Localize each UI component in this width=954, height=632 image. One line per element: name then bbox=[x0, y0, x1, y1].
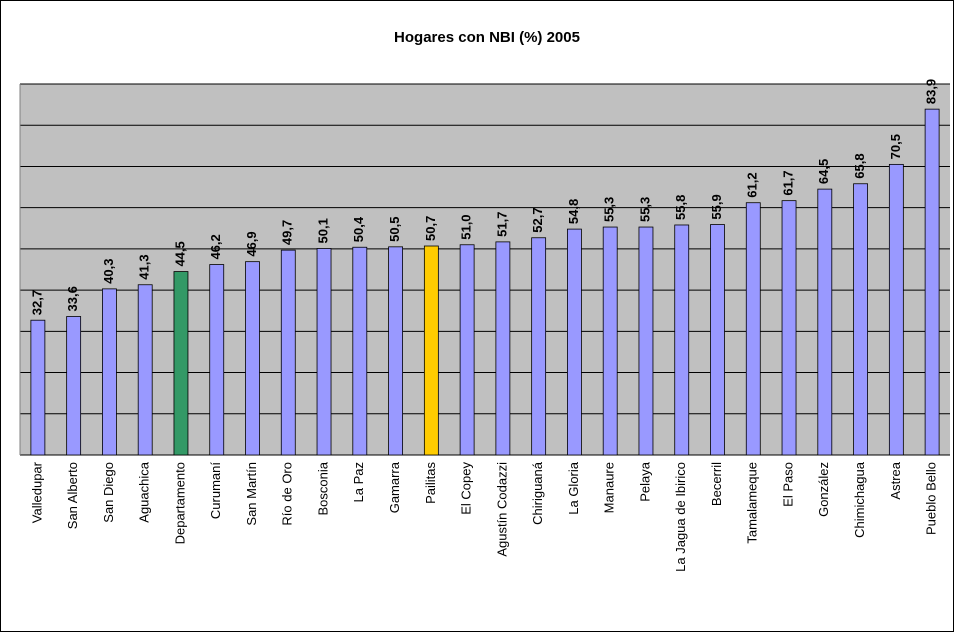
bar bbox=[638, 226, 654, 456]
bar bbox=[745, 202, 761, 456]
data-label: 51,7 bbox=[494, 212, 509, 237]
x-tick-label: Aguachica bbox=[137, 461, 152, 522]
bar bbox=[853, 183, 868, 456]
data-label: 52,7 bbox=[530, 207, 545, 232]
x-tick-label: El Copey bbox=[459, 462, 474, 515]
data-label: 61,7 bbox=[780, 170, 795, 195]
x-tick-label: Chimichagua bbox=[852, 461, 867, 538]
data-label: 49,7 bbox=[280, 220, 295, 245]
bar bbox=[567, 228, 582, 456]
x-tick-label: El Paso bbox=[780, 462, 795, 507]
data-label: 33,6 bbox=[65, 286, 80, 311]
bar bbox=[30, 319, 46, 456]
bar bbox=[888, 163, 904, 456]
data-label: 55,8 bbox=[673, 195, 688, 220]
data-label: 65,8 bbox=[852, 153, 867, 178]
x-tick-label: La Jagua de Ibirico bbox=[673, 462, 688, 572]
x-tick-label: Agustín Codazzi bbox=[494, 462, 509, 557]
data-label: 50,7 bbox=[423, 216, 438, 241]
x-tick-label: Curumaní bbox=[208, 462, 223, 519]
bar bbox=[209, 264, 225, 456]
x-tick-label: Bosconia bbox=[315, 461, 330, 515]
data-label: 55,9 bbox=[709, 194, 724, 219]
data-label: 54,8 bbox=[566, 199, 581, 224]
bar bbox=[817, 188, 833, 456]
x-tick-label: Manaure bbox=[602, 462, 617, 513]
x-tick-label: Río de Oro bbox=[280, 462, 295, 526]
data-label: 83,9 bbox=[924, 79, 939, 104]
bar bbox=[66, 316, 82, 456]
x-tick-label: Gamarra bbox=[387, 461, 402, 513]
x-tick-label: Astrea bbox=[888, 461, 903, 499]
bar bbox=[316, 248, 332, 456]
data-label: 64,5 bbox=[816, 159, 831, 184]
bar bbox=[280, 249, 296, 456]
x-tick-label: Departamento bbox=[172, 462, 187, 544]
bar bbox=[674, 224, 690, 456]
x-tick-label: Tamalameque bbox=[745, 462, 760, 544]
data-label: 40,3 bbox=[101, 259, 116, 284]
data-label: 44,5 bbox=[172, 241, 187, 266]
data-label: 50,4 bbox=[351, 216, 366, 242]
chart-title: Hogares con NBI (%) 2005 bbox=[394, 29, 580, 46]
x-tick-label: Chiriguaná bbox=[530, 461, 545, 525]
x-tick-label: Becerril bbox=[709, 462, 724, 506]
bar bbox=[710, 224, 725, 456]
x-tick-label: La Gloria bbox=[566, 461, 581, 515]
plot-area bbox=[20, 84, 950, 455]
bar bbox=[459, 244, 475, 456]
bar bbox=[531, 237, 547, 456]
data-label: 61,2 bbox=[745, 172, 760, 197]
data-label: 51,0 bbox=[459, 214, 474, 239]
data-label: 55,3 bbox=[637, 197, 652, 222]
bar bbox=[423, 245, 439, 456]
bar bbox=[924, 108, 940, 456]
x-tick-label: Pelaya bbox=[637, 461, 652, 502]
data-label: 41,3 bbox=[137, 254, 152, 279]
data-label: 70,5 bbox=[888, 134, 903, 159]
x-tick-label: González bbox=[816, 462, 831, 517]
data-label: 50,1 bbox=[315, 218, 330, 243]
data-label: 32,7 bbox=[29, 290, 44, 315]
bar bbox=[102, 288, 117, 456]
data-label: 50,5 bbox=[387, 217, 402, 242]
x-tick-label: La Paz bbox=[351, 462, 366, 502]
bar bbox=[173, 271, 189, 456]
data-label: 46,2 bbox=[208, 234, 223, 259]
x-tick-label: Pueblo Bello bbox=[924, 462, 939, 535]
x-tick-label: Pailitas bbox=[423, 462, 438, 504]
x-tick-label: San Martín bbox=[244, 462, 259, 526]
data-label: 55,3 bbox=[602, 197, 617, 222]
x-tick-label: San Alberto bbox=[65, 462, 80, 529]
x-tick-label: Valledupar bbox=[29, 461, 44, 523]
bar bbox=[602, 226, 618, 456]
x-tick-label: San Diego bbox=[101, 462, 116, 523]
bar bbox=[388, 246, 403, 456]
bar bbox=[495, 241, 511, 456]
bar bbox=[781, 200, 797, 456]
data-label: 46,9 bbox=[244, 231, 259, 256]
bar bbox=[245, 261, 260, 456]
bar bbox=[137, 284, 153, 456]
bar bbox=[352, 246, 368, 456]
